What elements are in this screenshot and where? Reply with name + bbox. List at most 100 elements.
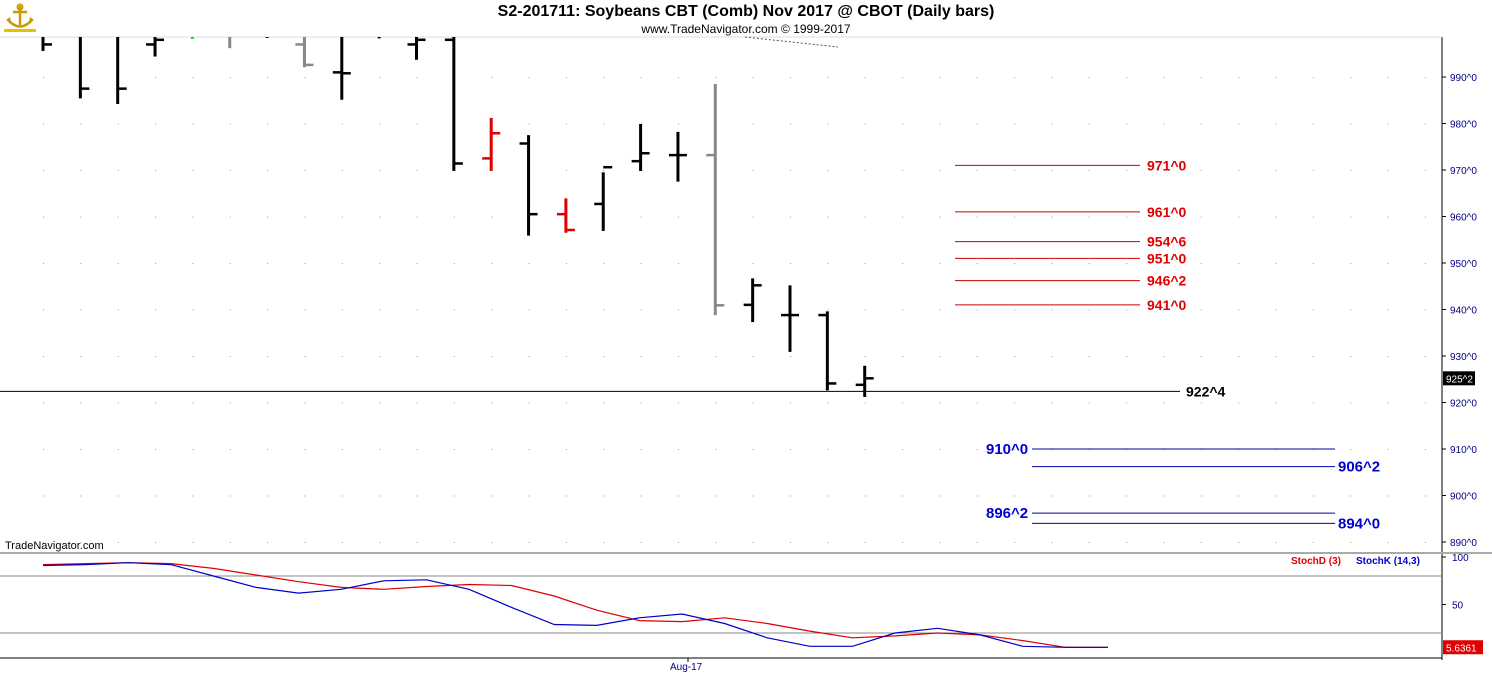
grid-dot — [491, 216, 493, 218]
chart-subtitle: www.TradeNavigator.com © 1999-2017 — [641, 22, 851, 36]
grid-dot — [715, 77, 717, 78]
grid-dot — [1350, 263, 1352, 264]
grid-dot — [304, 170, 306, 171]
grid-dot — [790, 263, 791, 264]
y-tick-label: 980^0 — [1450, 120, 1477, 131]
grid-dot — [976, 170, 978, 171]
grid-dot — [1238, 402, 1240, 404]
grid-dot — [1275, 170, 1277, 171]
grid-dot — [902, 402, 904, 404]
grid-dot — [1275, 123, 1277, 125]
anchor-logo-icon — [4, 3, 36, 32]
grid-dot — [304, 356, 306, 357]
grid-dot — [117, 449, 119, 450]
grid-dot — [1163, 216, 1165, 218]
grid-dot — [790, 402, 791, 404]
grid-dot — [341, 402, 343, 404]
y-tick-label: 940^0 — [1450, 306, 1477, 317]
grid-dot — [267, 495, 269, 497]
ohlc-bar — [594, 165, 613, 231]
grid-dot — [155, 170, 157, 171]
watermark: TradeNavigator.com — [5, 540, 104, 552]
grid-dot — [117, 309, 119, 311]
grid-dot — [1312, 542, 1314, 543]
grid-dot — [640, 402, 642, 404]
red-level-label: 954^6 — [1147, 234, 1187, 250]
grid-dot — [1200, 123, 1202, 125]
grid-dot — [1312, 495, 1314, 497]
grid-dot — [155, 309, 157, 311]
grid-dot — [491, 309, 493, 311]
y-tick-label: 950^0 — [1450, 259, 1477, 270]
grid-dot — [491, 263, 493, 264]
grid-dot — [565, 123, 567, 125]
grid-dot — [1238, 77, 1240, 78]
grid-dot — [864, 542, 866, 543]
grid-dot — [379, 495, 381, 497]
grid-dot — [827, 542, 829, 543]
grid-dot — [1088, 356, 1090, 357]
grid-dot — [491, 77, 493, 78]
grid-dot — [80, 449, 82, 450]
stoch-series-line — [42, 562, 1108, 648]
grid-dot — [267, 77, 269, 78]
grid-dot — [1387, 309, 1389, 311]
grid-dot — [1126, 77, 1128, 78]
grid-dot — [677, 309, 679, 311]
grid-dot — [677, 356, 679, 357]
grid-dot — [1275, 402, 1277, 404]
grid-dot — [416, 77, 418, 78]
grid-dot — [80, 216, 82, 218]
grid-dot — [1014, 542, 1016, 543]
grid-dot — [640, 309, 642, 311]
grid-dot — [1051, 77, 1053, 78]
grid-dot — [229, 170, 231, 171]
grid-dot — [640, 356, 642, 357]
stochastic-panel: 100 50 5.6361 — [0, 553, 1483, 662]
grid-dot — [1051, 356, 1053, 357]
grid-dot — [603, 542, 605, 543]
support-line-label: 922^4 — [1186, 383, 1226, 399]
grid-dot — [1126, 542, 1128, 543]
grid-dot — [416, 263, 418, 264]
grid-dot — [976, 542, 978, 543]
grid-dot — [565, 356, 567, 357]
grid-dot — [117, 123, 119, 125]
grid-dot — [1088, 123, 1090, 125]
grid-dot — [715, 402, 717, 404]
grid-dot — [379, 216, 381, 218]
grid-dot — [416, 123, 418, 125]
grid-dot — [790, 495, 791, 497]
grid-dot — [565, 170, 567, 171]
grid-dot — [1126, 263, 1128, 264]
ohlc-bar — [332, 37, 351, 100]
grid-dot — [677, 402, 679, 404]
grid-dot — [304, 77, 306, 78]
grid-dot — [1350, 123, 1352, 125]
stoch-tick-label: 50 — [1452, 601, 1464, 612]
grid-dot — [1387, 495, 1389, 497]
grid-dot — [43, 309, 44, 311]
grid-dot — [790, 542, 791, 543]
grid-dot — [790, 123, 791, 125]
grid-dot — [1424, 309, 1426, 311]
grid-dot — [379, 356, 381, 357]
grid-dot — [1126, 495, 1128, 497]
grid-dot — [1387, 123, 1389, 125]
grid-dot — [1088, 216, 1090, 218]
ohlc-bar — [556, 198, 575, 233]
grid-dot — [1275, 309, 1277, 311]
grid-dot — [1350, 77, 1352, 78]
y-tick-label: 890^0 — [1450, 538, 1477, 549]
grid-dot — [304, 123, 306, 125]
stoch-last-value: 5.6361 — [1446, 643, 1477, 654]
grid-dot — [1350, 170, 1352, 171]
grid-dot — [976, 77, 978, 78]
grid-dot — [1350, 449, 1352, 450]
grid-dot — [491, 356, 493, 357]
grid-dot — [304, 263, 306, 264]
grid-dot — [640, 263, 642, 264]
grid-dot — [1051, 542, 1053, 543]
grid-dot — [1163, 542, 1165, 543]
grid-dot — [229, 449, 231, 450]
